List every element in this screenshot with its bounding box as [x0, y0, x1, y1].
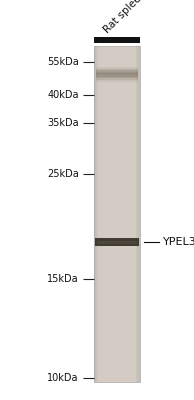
- Text: 40kDa: 40kDa: [47, 90, 79, 100]
- Text: 15kDa: 15kDa: [47, 274, 79, 284]
- Bar: [96, 70, 138, 75]
- Bar: [94, 46, 96, 382]
- Text: 55kDa: 55kDa: [47, 57, 79, 67]
- Bar: [95, 238, 139, 246]
- Bar: [94, 46, 140, 382]
- Bar: [97, 241, 137, 244]
- Bar: [96, 75, 138, 80]
- Bar: [96, 73, 138, 78]
- Bar: [94, 46, 98, 382]
- Text: 25kDa: 25kDa: [47, 169, 79, 179]
- Bar: [136, 46, 140, 382]
- Text: 10kDa: 10kDa: [47, 373, 79, 383]
- Bar: [96, 76, 138, 82]
- Text: 35kDa: 35kDa: [47, 118, 79, 128]
- Text: YPEL3: YPEL3: [163, 237, 194, 247]
- Bar: [96, 72, 138, 77]
- Bar: [96, 68, 138, 74]
- Bar: [94, 37, 140, 43]
- Bar: [96, 67, 138, 72]
- Text: Rat spleen: Rat spleen: [102, 0, 148, 35]
- Bar: [138, 46, 140, 382]
